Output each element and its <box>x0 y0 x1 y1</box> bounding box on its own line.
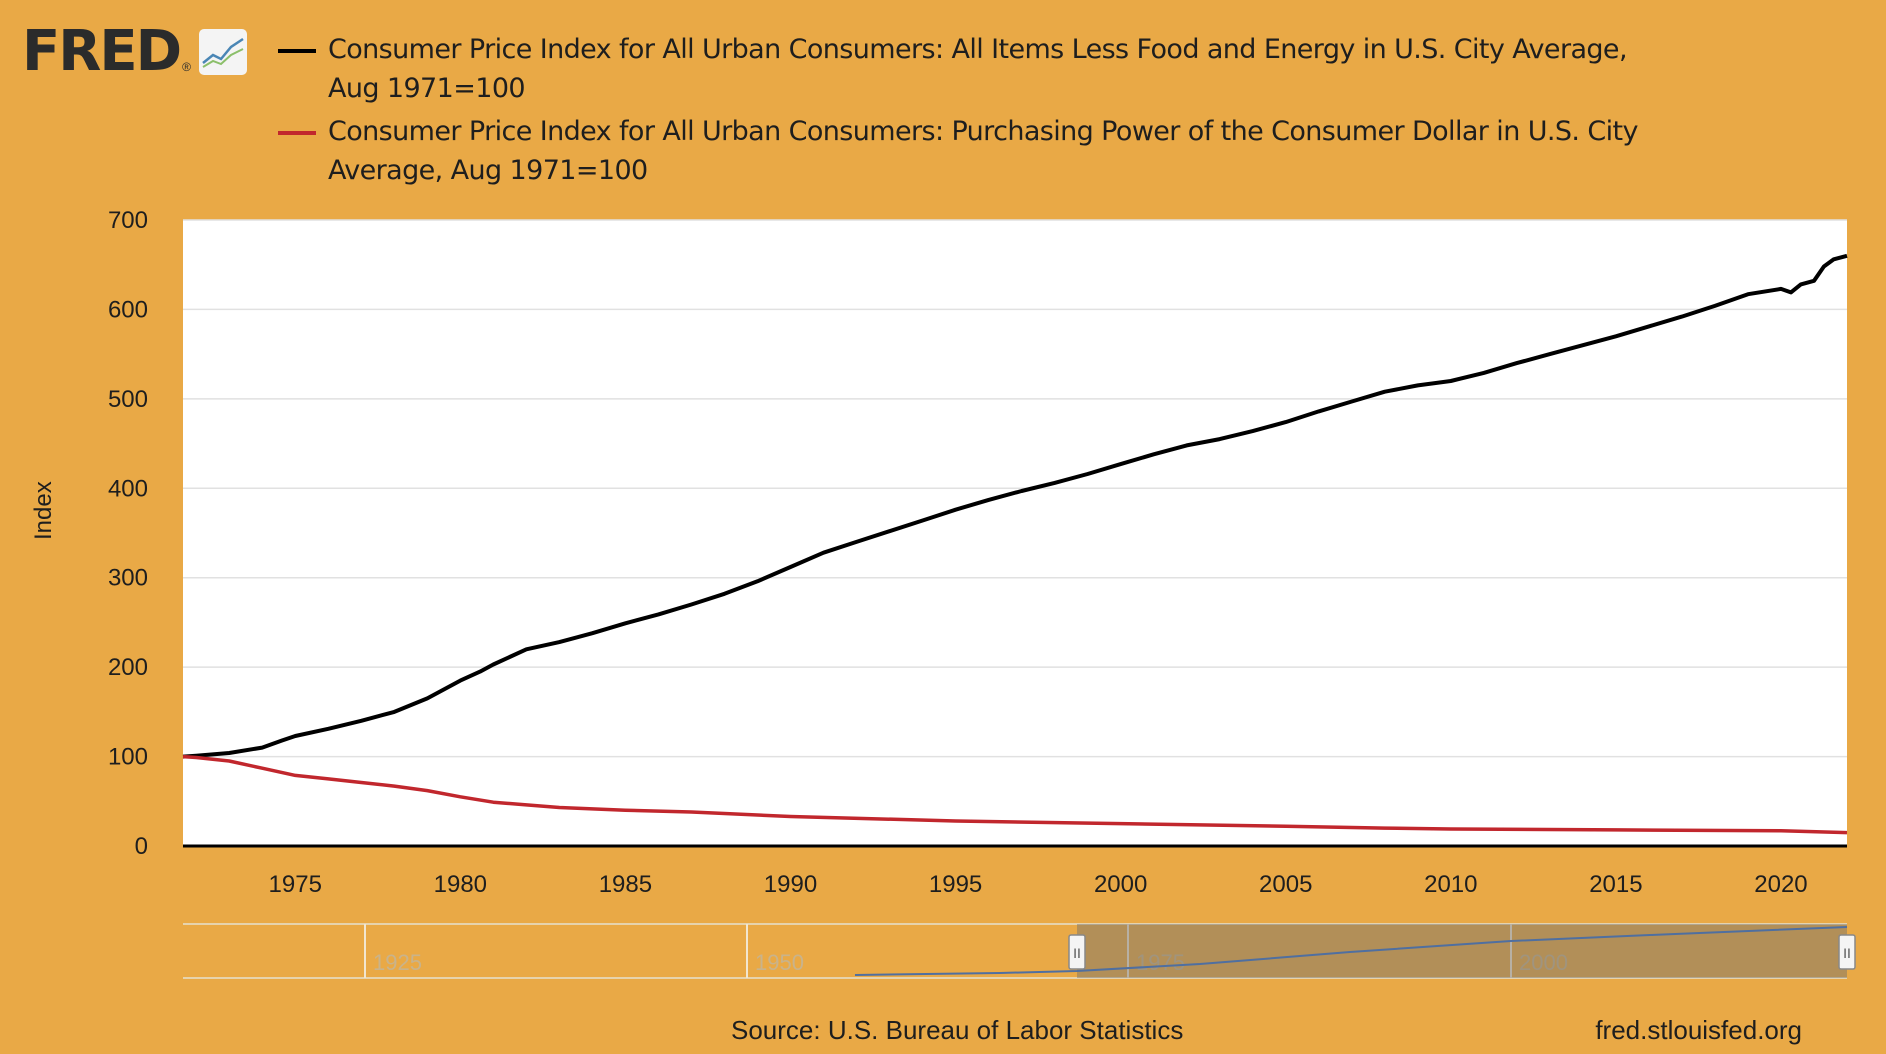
legend-swatch-black <box>278 49 316 53</box>
registered-mark: ® <box>182 60 191 74</box>
navigator-right-handle-mark: II <box>1843 945 1851 961</box>
fred-chart-icon <box>198 29 247 75</box>
y-tick-label: 0 <box>135 833 148 860</box>
range-navigator[interactable]: 1925 1950 1975 2000 II II <box>183 923 1856 979</box>
y-tick-label: 400 <box>108 475 148 502</box>
x-axis-ticks: 1975 1980 1985 1990 1995 2000 2005 2010 2015 2020 <box>269 871 1808 898</box>
navigator-label: 1975 <box>1136 950 1185 975</box>
navigator-left-handle-mark: II <box>1073 945 1081 961</box>
navigator-series-line <box>854 926 1848 976</box>
navigator-left-handle-grip[interactable] <box>1068 934 1086 970</box>
x-tick-label: 1990 <box>764 871 817 898</box>
site-link[interactable]: fred.stlouisfed.org <box>1595 1015 1802 1045</box>
fred-logo-text: FRED <box>22 19 182 84</box>
y-tick-label: 100 <box>108 744 148 771</box>
plot-area <box>183 220 1847 846</box>
legend-item-core-cpi[interactable]: Consumer Price Index for All Urban Consu… <box>278 30 1658 108</box>
x-tick-label: 2015 <box>1589 871 1642 898</box>
navigator-label: 1925 <box>373 950 422 975</box>
legend-label: Consumer Price Index for All Urban Consu… <box>328 116 1638 186</box>
legend-item-purchasing-power[interactable]: Consumer Price Index for All Urban Consu… <box>278 112 1658 190</box>
navigator-label: 1950 <box>755 950 804 975</box>
y-tick-label: 300 <box>108 565 148 592</box>
y-tick-label: 200 <box>108 654 148 681</box>
series-line-2 <box>182 754 1848 835</box>
x-tick-label: 2005 <box>1259 871 1312 898</box>
x-tick-label: 2020 <box>1754 871 1807 898</box>
gridlines <box>183 219 1847 758</box>
chart-legend: Consumer Price Index for All Urban Consu… <box>278 30 1658 194</box>
x-tick-label: 2000 <box>1094 871 1147 898</box>
y-axis-label: Index <box>30 481 57 540</box>
navigator-label: 2000 <box>1519 950 1568 975</box>
series-lines <box>182 253 1848 835</box>
series-line-1 <box>182 253 1848 759</box>
y-tick-label: 500 <box>108 386 148 413</box>
y-tick-label: 600 <box>108 296 148 323</box>
legend-swatch-red <box>278 131 316 135</box>
legend-label: Consumer Price Index for All Urban Consu… <box>328 34 1628 104</box>
x-tick-label: 1980 <box>434 871 487 898</box>
x-tick-label: 1985 <box>599 871 652 898</box>
fred-logo[interactable]: FRED ® <box>22 24 247 80</box>
y-tick-label: 700 <box>108 207 148 234</box>
x-tick-label: 1995 <box>929 871 982 898</box>
navigator-left-handle[interactable]: II <box>1068 934 1086 970</box>
navigator-right-handle-grip[interactable] <box>1838 934 1856 970</box>
y-axis-ticks: 0 100 200 300 400 500 600 700 <box>108 207 148 860</box>
source-text: Source: U.S. Bureau of Labor Statistics <box>731 1015 1184 1045</box>
navigator-right-handle[interactable]: II <box>1838 934 1856 970</box>
x-tick-label: 1975 <box>269 871 322 898</box>
x-tick-label: 2010 <box>1424 871 1477 898</box>
